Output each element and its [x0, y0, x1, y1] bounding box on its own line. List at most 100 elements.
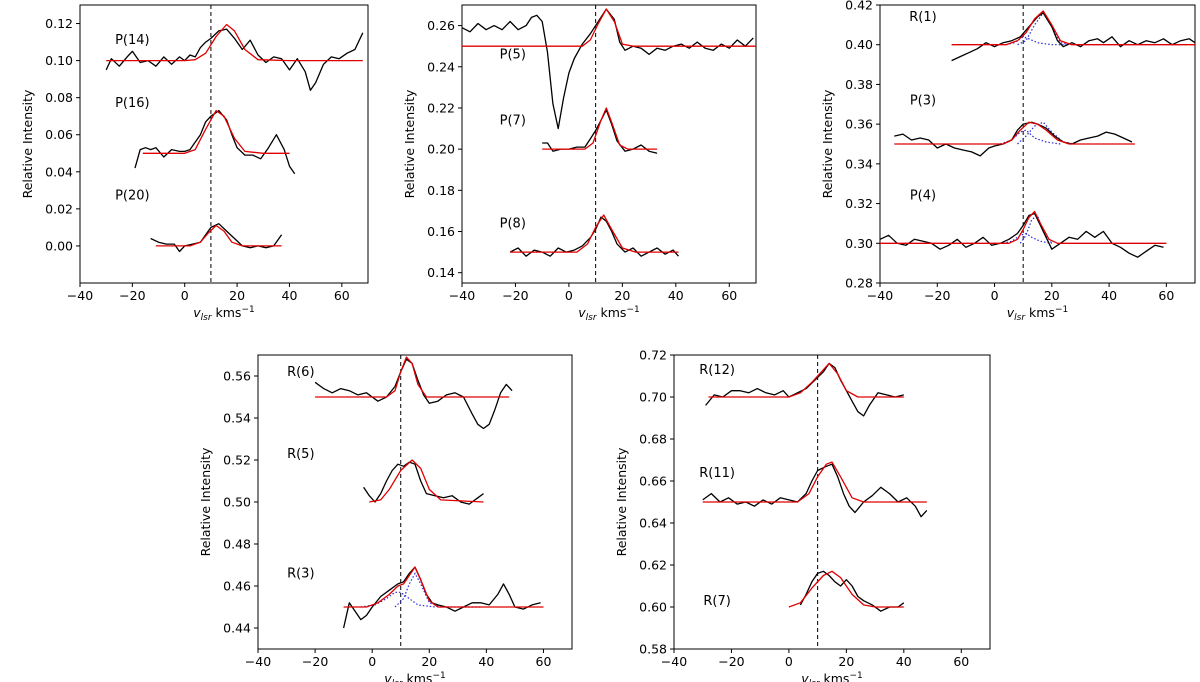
y-tick-label: 0.44 [223, 621, 251, 636]
x-axis-label-symbol: v [578, 305, 586, 320]
gaussian-fit-line [343, 566, 544, 608]
y-tick-label: 0.12 [45, 16, 73, 31]
x-tick-label: 60 [1158, 288, 1174, 303]
x-axis-label-subscript: lsr [1014, 313, 1026, 323]
x-tick-label: 0 [368, 654, 376, 669]
series-R(7) [788, 570, 905, 612]
x-axis-label: vlsr kms−1 [801, 671, 862, 682]
transition-label: R(7) [703, 594, 730, 609]
x-tick-label: 60 [536, 654, 552, 669]
y-tick-label: 0.32 [845, 196, 873, 211]
y-tick-label: 0.42 [845, 0, 873, 13]
gaussian-fit-line [510, 214, 679, 253]
y-tick-label: 0.02 [45, 201, 73, 216]
gaussian-fit-line [155, 224, 282, 247]
gaussian-fit-line [788, 570, 904, 608]
x-axis-label-symbol: v [193, 305, 201, 320]
y-tick-label: 0.70 [639, 390, 667, 405]
series-R(3) [342, 566, 544, 629]
x-tick-label: −20 [119, 288, 145, 303]
y-axis-label: Relative Intensity [198, 447, 213, 556]
x-axis-label: vlsr kms−1 [1007, 305, 1068, 323]
y-tick-label: 0.06 [45, 127, 73, 142]
y-tick-label: 0.20 [427, 142, 455, 157]
x-axis-label-subscript: lsr [586, 313, 598, 323]
series-R(12) [705, 362, 904, 417]
chart-panel-top-middle: −40 −20 0 20 40 60 0.14 0.16 0.18 0.20 0.22 0.24 0.2… [402, 4, 757, 323]
y-tick-label: 0.08 [45, 90, 73, 105]
series-R(11) [702, 461, 928, 518]
observed-spectrum-line [509, 216, 679, 257]
y-tick-label: 0.36 [845, 117, 873, 132]
y-tick-label: 0.58 [639, 642, 667, 657]
transition-label: P(4) [910, 189, 936, 204]
x-axis-label-subscript: lsr [201, 313, 213, 323]
x-tick-label: −40 [867, 288, 893, 303]
y-tick-label: 0.48 [223, 537, 251, 552]
observed-spectrum-line [799, 570, 905, 612]
x-axis-label-exponent: −1 [1055, 305, 1068, 315]
observed-spectrum-line [705, 362, 904, 417]
observed-spectrum-line [702, 463, 928, 518]
gaussian-fit-line [106, 23, 363, 62]
x-axis-label-symbol: v [384, 671, 392, 682]
x-tick-label: 0 [785, 654, 793, 669]
x-axis-label-symbol: v [801, 671, 809, 682]
gaussian-fit-line [369, 459, 484, 503]
x-tick-label: 60 [721, 288, 737, 303]
x-axis-label-exponent: −1 [849, 671, 862, 681]
x-tick-label: −40 [245, 654, 271, 669]
component-fit-line [1000, 129, 1061, 145]
gaussian-fit-line [708, 362, 904, 398]
y-tick-label: 0.68 [639, 432, 667, 447]
x-axis-label-exponent: −1 [432, 671, 445, 681]
component-fit-line [1017, 121, 1075, 145]
x-tick-label: 40 [896, 654, 912, 669]
x-tick-label: 0 [991, 288, 999, 303]
observed-spectrum-line [134, 109, 296, 175]
transition-label: R(1) [909, 10, 936, 25]
plot-frame [461, 4, 757, 284]
transition-label: R(5) [287, 447, 314, 462]
plot-frame [879, 4, 1196, 284]
x-tick-label: −40 [661, 654, 687, 669]
x-tick-label: 40 [282, 288, 298, 303]
x-axis-label-unit: kms [212, 305, 242, 320]
x-tick-label: −20 [502, 288, 528, 303]
observed-spectrum-line [150, 223, 283, 253]
y-tick-label: 0.72 [639, 348, 667, 363]
y-tick-label: 0.24 [427, 59, 455, 74]
y-tick-label: 0.60 [639, 600, 667, 615]
component-fit-line [1017, 11, 1070, 46]
observed-spectrum-line [894, 121, 1133, 157]
x-tick-label: 60 [953, 654, 969, 669]
x-tick-label: 20 [614, 288, 630, 303]
component-fit-line [1002, 232, 1052, 244]
y-tick-label: 0.04 [45, 164, 73, 179]
observed-spectrum-line [363, 461, 484, 505]
chart-panel-top-left: −40 −20 0 20 40 60 0.00 0.02 0.04 0.06 0.08 0.10 0.1… [20, 4, 369, 323]
series-R(5) [363, 459, 484, 505]
transition-label: R(11) [699, 466, 735, 481]
series-P(20) [150, 223, 283, 253]
x-tick-label: 60 [334, 288, 350, 303]
plot-frame [257, 354, 573, 650]
y-axis-label: Relative Intensity [20, 89, 35, 198]
x-tick-label: −20 [924, 288, 950, 303]
y-tick-label: 0.64 [639, 516, 667, 531]
series-P(7) [542, 107, 658, 154]
y-axis-label: Relative Intensity [614, 447, 629, 556]
y-tick-label: 0.26 [427, 18, 455, 33]
y-tick-label: 0.56 [223, 369, 251, 384]
transition-label: P(16) [115, 96, 150, 111]
y-tick-label: 0.14 [427, 265, 455, 280]
gaussian-fit-line [142, 109, 290, 154]
y-tick-label: 0.16 [427, 224, 455, 239]
x-tick-label: 20 [421, 654, 437, 669]
y-axis-label: Relative Intensity [402, 89, 417, 198]
gaussian-fit-line [951, 10, 1195, 46]
transition-label: P(7) [500, 113, 526, 128]
y-tick-label: 0.38 [845, 77, 873, 92]
observed-spectrum-line [342, 566, 541, 629]
x-tick-label: 0 [565, 288, 573, 303]
